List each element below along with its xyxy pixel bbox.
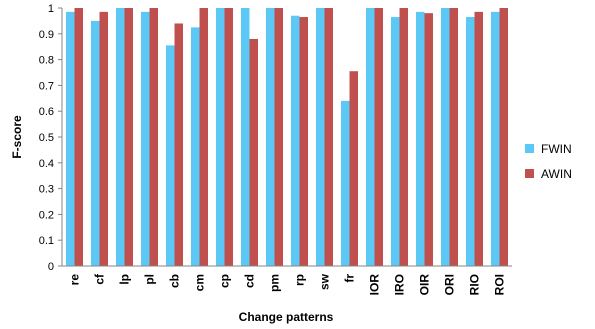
x-tick-label: cf [93, 273, 107, 285]
bar-fwin-cm [191, 27, 200, 266]
y-tick-label: 0.3 [39, 184, 54, 196]
bar-fwin-pl [141, 11, 150, 267]
bar-fwin-lp [116, 8, 125, 266]
y-axis-title: F-score [10, 115, 24, 159]
bar-awin-re [74, 8, 83, 266]
y-axis-ticks: 0 0.1 0.2 0.3 0.4 0.5 0.6 0.7 0.8 0.9 1 [39, 3, 62, 273]
x-tick-label: re [68, 274, 82, 286]
y-tick-label: 0 [48, 261, 54, 273]
bar-fwin-ORI [441, 8, 450, 266]
y-tick-label: 0.2 [39, 209, 54, 221]
x-tick-label: cp [218, 274, 232, 288]
x-tick-label: IRO [393, 274, 407, 295]
legend: FWIN AWIN [525, 142, 572, 181]
x-tick-label: rp [293, 274, 307, 286]
bar-awin-pl [149, 8, 158, 266]
bar-awin-ROI [499, 8, 508, 266]
bar-awin-cm [199, 8, 208, 266]
bar-awin-lp [124, 8, 133, 266]
bar-awin-rp [299, 17, 308, 267]
x-tick-label: OIR [418, 274, 432, 296]
x-tick-label: cm [193, 274, 207, 291]
y-tick-label: 1 [48, 3, 54, 15]
bar-fwin-cd [241, 8, 250, 266]
bar-awin-cf [99, 11, 108, 267]
bar-awin-RIO [474, 11, 483, 267]
bar-awin-cp [224, 8, 233, 266]
bar-fwin-rp [291, 15, 300, 266]
x-tick-label: IOR [368, 274, 382, 296]
y-tick-label: 0.7 [39, 80, 54, 92]
bar-fwin-fr [341, 100, 350, 266]
x-tick-label: ORI [443, 274, 457, 295]
bar-awin-cd [249, 38, 258, 267]
bar-fwin-IRO [391, 17, 400, 267]
bar-awin-cb [174, 23, 183, 267]
bar-fwin-RIO [466, 17, 475, 267]
bar-awin-IOR [374, 8, 383, 266]
y-tick-label: 0.5 [39, 132, 54, 144]
bar-fwin-sw [316, 8, 325, 266]
bar-fwin-IOR [366, 8, 375, 266]
y-tick-label: 0.6 [39, 106, 54, 118]
x-tick-label: cb [168, 274, 182, 288]
bar-fwin-OIR [416, 11, 425, 267]
bar-fwin-cp [216, 8, 225, 266]
x-tick-label: ROI [493, 274, 507, 295]
x-tick-label: RIO [468, 274, 482, 295]
bar-fwin-cb [166, 45, 175, 266]
bar-fwin-pm [266, 8, 275, 266]
bar-awin-OIR [424, 13, 433, 266]
legend-label-awin: AWIN [541, 167, 572, 181]
legend-swatch-awin [525, 169, 534, 178]
bar-awin-IRO [399, 8, 408, 266]
x-axis-title: Change patterns [239, 310, 334, 324]
y-tick-label: 0.8 [39, 55, 54, 67]
x-tick-label: lp [118, 274, 132, 285]
bar-awin-ORI [449, 8, 458, 266]
y-tick-label: 0.9 [39, 29, 54, 41]
bar-fwin-re [66, 11, 75, 267]
bar-fwin-ROI [491, 11, 500, 267]
bar-awin-sw [324, 8, 333, 266]
bar-fwin-cf [91, 20, 100, 267]
bar-awin-fr [349, 71, 358, 267]
bars [66, 8, 508, 267]
x-tick-label: fr [343, 274, 357, 283]
y-tick-label: 0.4 [39, 158, 54, 170]
bar-awin-pm [274, 8, 283, 266]
x-axis-ticks: re cf lp pl cb cm cp cd pm rp sw fr IOR IRO OIR ORI RIO R… [68, 273, 507, 295]
y-tick-label: 0.1 [39, 235, 54, 247]
x-tick-label: cd [243, 274, 257, 288]
legend-swatch-fwin [525, 144, 534, 153]
legend-label-fwin: FWIN [541, 142, 572, 156]
x-tick-label: pl [143, 274, 157, 285]
x-tick-label: pm [268, 274, 282, 292]
x-tick-label: sw [318, 273, 332, 290]
